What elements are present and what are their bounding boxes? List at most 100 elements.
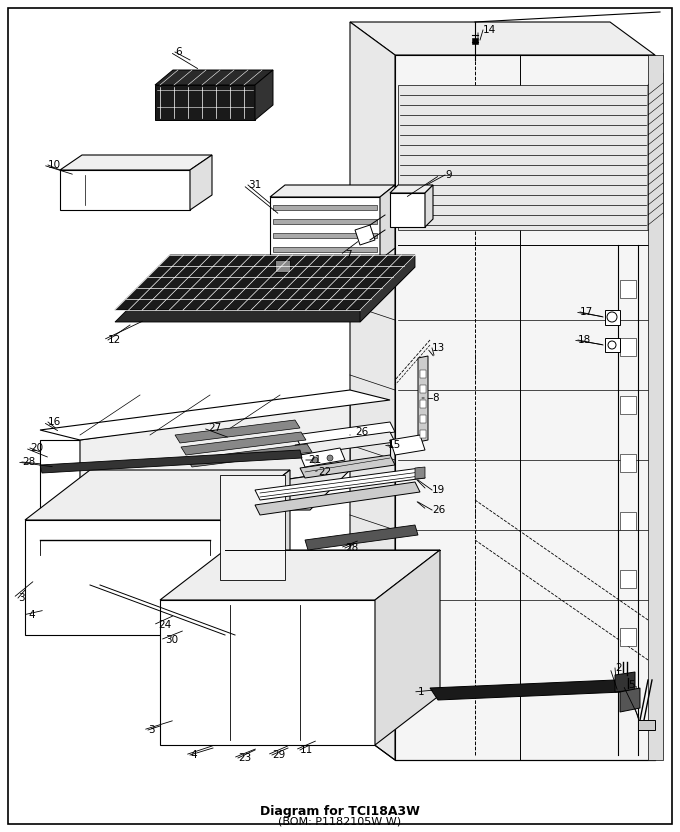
Polygon shape [25,520,225,635]
Text: 31: 31 [248,180,261,190]
Text: 27: 27 [208,423,221,433]
Polygon shape [395,55,655,760]
Polygon shape [115,267,415,322]
Polygon shape [165,545,288,645]
Polygon shape [398,85,648,230]
Polygon shape [620,570,636,588]
Text: 7: 7 [345,250,352,260]
Text: 6: 6 [175,47,182,57]
Polygon shape [390,185,433,193]
Polygon shape [160,550,440,600]
Polygon shape [273,219,377,224]
Text: 29: 29 [272,750,285,760]
Text: 12: 12 [108,335,121,345]
Polygon shape [415,467,425,479]
Text: 21: 21 [308,455,321,465]
Polygon shape [275,260,290,272]
Polygon shape [225,470,290,635]
Circle shape [608,341,616,349]
Text: 18: 18 [578,335,591,345]
Text: 22: 22 [318,467,331,477]
Polygon shape [472,38,478,44]
Polygon shape [620,454,636,472]
Polygon shape [187,444,312,467]
Text: 28: 28 [345,543,358,553]
Polygon shape [418,356,428,442]
Polygon shape [270,197,380,260]
Polygon shape [648,73,663,230]
Polygon shape [80,400,350,510]
Polygon shape [40,470,350,510]
Text: 26: 26 [432,505,445,515]
Circle shape [607,312,617,322]
Polygon shape [615,672,635,692]
Polygon shape [175,420,300,443]
Polygon shape [295,422,395,445]
Text: 14: 14 [483,25,496,35]
Text: 1: 1 [418,687,424,697]
Polygon shape [155,85,255,120]
Polygon shape [425,185,433,227]
Text: (BOM: P1182105W W): (BOM: P1182105W W) [278,816,402,826]
Polygon shape [155,70,273,85]
Polygon shape [255,482,420,515]
Polygon shape [605,338,620,352]
Polygon shape [220,475,285,580]
Polygon shape [350,22,395,760]
Text: 19: 19 [432,485,445,495]
Polygon shape [620,338,636,356]
Polygon shape [300,448,345,467]
Text: 10: 10 [48,160,61,170]
Text: 16: 16 [48,417,61,427]
Text: 4: 4 [190,750,197,760]
Polygon shape [40,450,302,473]
Polygon shape [390,193,425,227]
Polygon shape [620,396,636,414]
Polygon shape [420,385,426,393]
Polygon shape [40,390,390,440]
Polygon shape [160,600,375,745]
Text: Diagram for TCI18A3W: Diagram for TCI18A3W [260,805,420,818]
Circle shape [327,455,333,461]
Polygon shape [255,70,273,120]
Polygon shape [273,205,377,210]
Text: 26: 26 [355,427,369,437]
Polygon shape [273,233,377,238]
Polygon shape [420,370,426,378]
Polygon shape [430,680,623,700]
Polygon shape [420,415,426,423]
Polygon shape [60,155,212,170]
Polygon shape [420,400,426,408]
Text: 15: 15 [388,440,401,450]
Polygon shape [638,720,655,730]
Polygon shape [355,225,375,245]
Text: 28: 28 [22,457,35,467]
Polygon shape [420,430,426,438]
Polygon shape [620,628,636,646]
Polygon shape [270,185,395,197]
Polygon shape [350,22,655,55]
Polygon shape [190,155,212,210]
Polygon shape [305,525,418,550]
Polygon shape [380,185,395,260]
Polygon shape [300,455,395,478]
Text: 3: 3 [148,725,154,735]
Text: 4: 4 [28,610,35,620]
Polygon shape [620,686,636,704]
Polygon shape [375,550,440,745]
Text: 20: 20 [30,443,43,453]
Polygon shape [620,280,636,298]
Polygon shape [60,170,190,210]
Polygon shape [620,688,640,712]
Text: 30: 30 [165,635,178,645]
Polygon shape [255,468,425,500]
Circle shape [312,457,318,463]
Polygon shape [390,435,425,455]
Polygon shape [25,470,290,520]
Text: 13: 13 [432,343,445,353]
Text: 9: 9 [445,170,452,180]
Polygon shape [115,255,415,310]
Text: 8: 8 [432,393,439,403]
Text: 5: 5 [628,680,634,690]
Polygon shape [40,440,80,510]
